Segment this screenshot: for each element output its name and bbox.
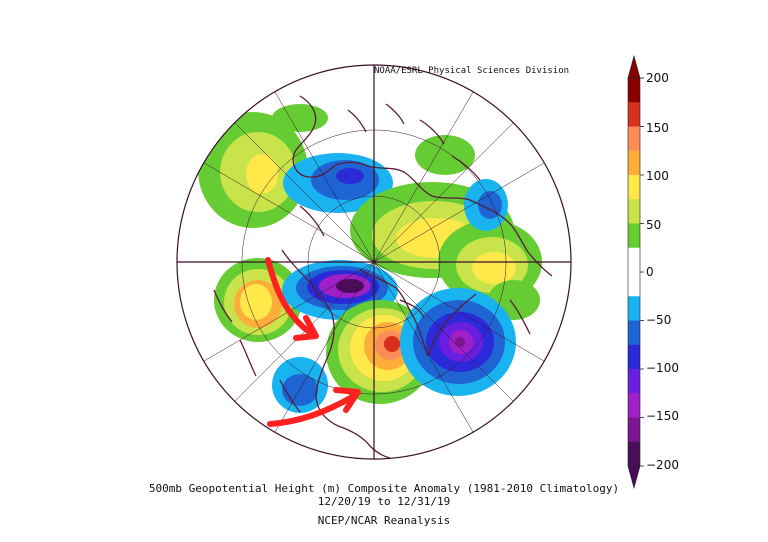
colorbar-tick-0: 0 (646, 265, 654, 279)
colorbar-tick-150: 150 (646, 121, 669, 135)
trough-subtropical (272, 357, 328, 413)
trough-east-asia (464, 179, 508, 231)
colorbar-tick-neg150: −150 (646, 409, 679, 423)
caption-dates: 12/20/19 to 12/31/19 (317, 495, 451, 508)
colorbar-arrow-bottom (627, 465, 641, 490)
colorbar-segment (628, 272, 640, 297)
globe-border (176, 64, 572, 460)
colorbar-segment (628, 369, 640, 394)
arrow-southern-head (333, 387, 361, 413)
colorbar-segment (628, 126, 640, 152)
trough-arctic (283, 153, 393, 213)
colorbar-tick-neg100: −100 (646, 361, 679, 375)
arrow-southern (267, 393, 357, 427)
colorbar-tick-100: 100 (646, 169, 669, 183)
coastlines (213, 95, 553, 459)
colorbar-segment (628, 175, 640, 200)
caption-title: 500mb Geopotential Height (m) Composite … (148, 482, 620, 495)
colorbar-segment (628, 102, 640, 127)
trough-atlantic (400, 288, 516, 396)
colorbar-segment (628, 417, 640, 443)
arrow-west-coast (265, 257, 315, 337)
anomaly-fields (177, 65, 571, 459)
arrow-west-coast-head (293, 315, 319, 341)
colorbar (627, 54, 644, 490)
colorbar-segment (628, 393, 640, 418)
annotation-arrows (265, 257, 361, 427)
credit-label: NOAA/ESRL Physical Sciences Division (374, 66, 570, 76)
graticule-main (177, 65, 571, 459)
colorbar-segment (628, 344, 640, 370)
colorbar-segment (628, 223, 640, 249)
colorbar-segment (628, 296, 640, 321)
colorbar-tick-50: 50 (646, 218, 662, 232)
colorbar-arrow-top (627, 54, 641, 79)
colorbar-tick-neg50: −50 (646, 313, 672, 327)
colorbar-segment (628, 247, 640, 273)
colorbar-segment (628, 150, 640, 176)
ridge-north-pacific (198, 112, 308, 228)
colorbar-segment (628, 199, 640, 224)
colorbar-segment (628, 441, 640, 467)
caption-source: NCEP/NCAR Reanalysis (317, 514, 451, 527)
colorbar-tick-200: 200 (646, 71, 669, 85)
colorbar-segment (628, 320, 640, 346)
colorbar-tick-neg200: −200 (646, 458, 679, 472)
colorbar-segment (628, 78, 640, 103)
